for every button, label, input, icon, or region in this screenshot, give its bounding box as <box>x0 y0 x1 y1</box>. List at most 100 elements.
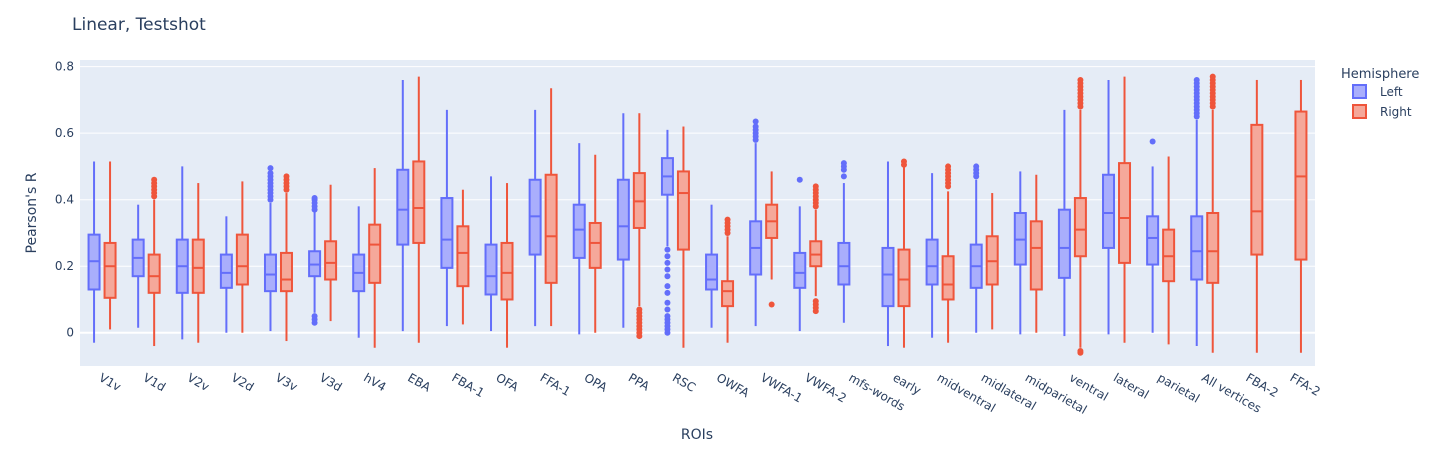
box[interactable] <box>765 171 779 308</box>
box[interactable] <box>793 176 807 332</box>
box[interactable] <box>263 165 277 332</box>
box[interactable] <box>1102 79 1116 335</box>
outlier-point <box>840 173 847 180</box>
box[interactable] <box>528 109 542 327</box>
box-body <box>941 255 955 301</box>
box[interactable] <box>837 160 851 323</box>
box[interactable] <box>324 184 338 322</box>
box[interactable] <box>456 189 470 325</box>
y-axis-ticks: 0 0.2 0.4 0.6 0.8 <box>55 60 74 340</box>
box[interactable] <box>352 206 366 338</box>
box[interactable] <box>1118 76 1132 343</box>
box[interactable] <box>103 161 117 330</box>
box[interactable] <box>87 161 101 343</box>
box-body <box>544 173 558 284</box>
box-body <box>1118 162 1132 264</box>
y-tick-label: 0 <box>66 326 74 340</box>
box-body <box>793 251 807 289</box>
box[interactable] <box>1073 76 1087 356</box>
outlier-point <box>945 163 952 170</box>
outlier-point <box>724 216 731 223</box>
series-left <box>87 76 1204 347</box>
box[interactable] <box>660 129 674 336</box>
box[interactable] <box>749 118 763 327</box>
box-body <box>616 178 630 261</box>
box[interactable] <box>941 163 955 343</box>
box[interactable] <box>191 183 205 343</box>
box[interactable] <box>1013 171 1027 335</box>
outlier-point <box>151 176 158 183</box>
box-body <box>456 225 470 288</box>
box-body <box>279 251 293 293</box>
box[interactable] <box>544 88 558 327</box>
box[interactable] <box>616 113 630 328</box>
box[interactable] <box>279 173 293 342</box>
legend-title: Hemisphere <box>1341 67 1419 82</box>
outlier-point <box>752 118 759 125</box>
outlier-point <box>1193 76 1200 83</box>
box[interactable] <box>925 173 939 338</box>
box[interactable] <box>1162 156 1176 345</box>
box[interactable] <box>809 183 823 315</box>
box[interactable] <box>368 168 382 348</box>
box[interactable] <box>484 176 498 332</box>
outlier-point <box>311 195 318 202</box>
box-body <box>588 221 602 269</box>
legend-label-right: Right <box>1380 105 1412 119</box>
box[interactable] <box>897 158 911 348</box>
box-body <box>484 243 498 296</box>
box-body <box>103 241 117 299</box>
box[interactable] <box>1250 79 1264 353</box>
outlier-point <box>267 165 274 172</box>
box[interactable] <box>1057 109 1071 337</box>
box-body <box>412 160 426 244</box>
box-body <box>925 238 939 286</box>
box[interactable] <box>147 176 161 347</box>
box[interactable] <box>175 166 189 340</box>
box-body <box>263 253 277 293</box>
box[interactable] <box>1146 138 1160 333</box>
legend: Hemisphere Left Right <box>1341 67 1419 119</box>
box[interactable] <box>1206 73 1220 353</box>
box[interactable] <box>632 113 646 340</box>
box[interactable] <box>572 143 586 335</box>
box[interactable] <box>705 204 719 328</box>
box[interactable] <box>412 76 426 343</box>
box[interactable] <box>1294 79 1308 353</box>
box-body <box>676 170 690 251</box>
box[interactable] <box>235 181 249 333</box>
box-body <box>1250 123 1264 256</box>
box[interactable] <box>969 163 983 333</box>
box[interactable] <box>676 126 690 348</box>
box[interactable] <box>1190 76 1204 347</box>
box-body <box>396 168 410 246</box>
box-body <box>368 223 382 284</box>
legend-item-left[interactable]: Left <box>1352 84 1403 99</box>
legend-swatch-right <box>1352 104 1367 119</box>
box[interactable] <box>500 183 514 348</box>
box[interactable] <box>440 109 454 327</box>
legend-swatch-left <box>1352 84 1367 99</box>
outlier-point <box>1209 73 1216 80</box>
box[interactable] <box>396 79 410 332</box>
box[interactable] <box>1029 174 1043 333</box>
outlier-point <box>311 313 318 320</box>
outlier-point <box>812 183 819 190</box>
box[interactable] <box>881 161 895 347</box>
box[interactable] <box>985 193 999 330</box>
box-body <box>440 197 454 269</box>
outlier-point <box>812 298 819 305</box>
box-body <box>1206 212 1220 284</box>
box-body <box>1057 208 1071 279</box>
box[interactable] <box>308 195 322 326</box>
outlier-point <box>664 259 671 266</box>
outlier-point <box>768 301 775 308</box>
box[interactable] <box>131 204 145 328</box>
box[interactable] <box>721 216 735 343</box>
outlier-point <box>283 173 290 180</box>
box[interactable] <box>588 154 602 333</box>
box[interactable] <box>219 216 233 333</box>
legend-item-right[interactable]: Right <box>1352 104 1412 119</box>
